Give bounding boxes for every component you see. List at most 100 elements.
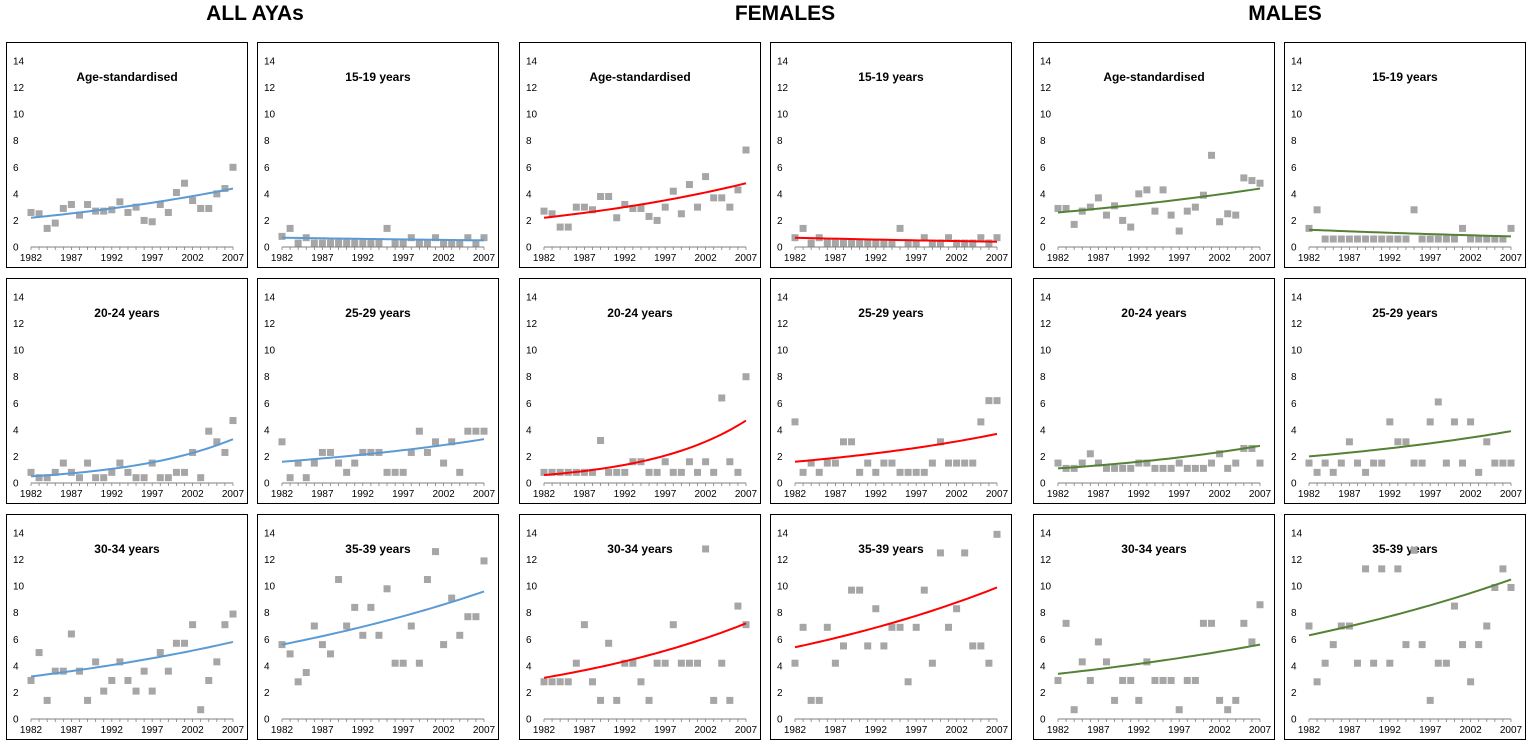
data-point <box>1345 235 1353 243</box>
data-point <box>1183 676 1191 684</box>
panel-title: 20-24 years <box>94 306 160 320</box>
data-point <box>423 576 431 583</box>
data-point <box>367 239 375 247</box>
y-tick-label: 0 <box>1291 243 1297 254</box>
x-tick-label: 1982 <box>1047 489 1070 500</box>
data-point <box>189 621 197 629</box>
y-tick-label: 6 <box>1040 399 1046 410</box>
data-point <box>928 459 936 467</box>
x-tick-label: 2002 <box>181 253 204 264</box>
y-tick-label: 4 <box>526 661 532 672</box>
data-point <box>1410 546 1418 554</box>
y-tick-label: 2 <box>1040 216 1046 227</box>
y-tick-label: 12 <box>777 319 789 330</box>
data-point <box>872 239 880 247</box>
y-tick-label: 12 <box>264 555 276 566</box>
data-point <box>326 448 334 456</box>
data-point <box>848 239 856 247</box>
chart-panel: 0 2 4 6 8 10 12 14 1982 1987 1992 1997 2002 2007 20-24… <box>519 278 761 504</box>
trend-line <box>1308 578 1512 637</box>
data-point <box>1111 202 1119 210</box>
data-point <box>375 239 383 247</box>
data-point <box>977 642 985 650</box>
data-point <box>1450 418 1458 426</box>
data-point <box>572 659 580 667</box>
x-tick-label: 1982 <box>1047 253 1070 264</box>
x-tick-label: 2002 <box>1459 725 1482 736</box>
data-point <box>1183 464 1191 472</box>
data-point <box>1102 464 1110 472</box>
data-point <box>1418 235 1426 243</box>
data-point <box>440 239 448 247</box>
data-point <box>912 468 920 476</box>
data-point <box>896 468 904 476</box>
panel-title: Age-standardised <box>76 70 177 84</box>
data-point <box>734 602 742 610</box>
x-tick-label: 1987 <box>60 725 83 736</box>
x-tick-label: 2007 <box>1249 489 1272 500</box>
data-point <box>432 234 440 242</box>
trend-line <box>1308 430 1512 458</box>
x-tick-label: 2002 <box>694 253 717 264</box>
y-tick-label: 8 <box>777 372 783 383</box>
data-point <box>1086 676 1094 684</box>
trend-line <box>543 419 747 477</box>
y-tick-label: 12 <box>1040 555 1052 566</box>
data-point <box>1483 438 1491 446</box>
data-point <box>1491 583 1499 591</box>
data-point <box>1370 659 1378 667</box>
data-point <box>637 678 645 686</box>
data-point <box>415 427 423 435</box>
y-tick-label: 10 <box>526 346 538 357</box>
x-tick-label: 1997 <box>392 725 415 736</box>
data-point <box>945 623 953 631</box>
data-point <box>27 208 35 216</box>
data-point <box>1102 658 1110 666</box>
data-point <box>326 650 334 658</box>
x-tick-label: 1982 <box>20 489 43 500</box>
data-point <box>856 239 864 247</box>
group-title-females: FEMALES <box>734 2 836 25</box>
x-tick-label: 1997 <box>654 253 677 264</box>
data-point <box>1337 459 1345 467</box>
data-point <box>556 223 564 231</box>
chart-svg: 0 2 4 6 8 10 12 14 1982 1987 1992 1997 2002 2007 35-39… <box>777 529 1009 737</box>
x-tick-label: 1992 <box>614 489 637 500</box>
data-point <box>92 658 100 666</box>
y-tick-label: 0 <box>1040 479 1046 490</box>
data-point <box>140 667 148 675</box>
data-point <box>985 239 993 247</box>
data-point <box>702 173 710 181</box>
data-point <box>1094 638 1102 646</box>
y-tick-label: 4 <box>526 189 532 200</box>
y-tick-label: 0 <box>1291 479 1297 490</box>
y-tick-label: 0 <box>526 243 532 254</box>
data-point <box>1167 676 1175 684</box>
data-point <box>464 613 472 621</box>
y-tick-label: 14 <box>1040 529 1052 540</box>
data-point <box>1329 641 1337 649</box>
data-point <box>597 436 605 444</box>
x-tick-label: 1992 <box>352 725 375 736</box>
data-point <box>856 586 864 594</box>
data-point <box>993 530 1001 538</box>
x-tick-label: 1997 <box>392 489 415 500</box>
y-tick-label: 8 <box>264 608 270 619</box>
y-tick-label: 2 <box>13 452 19 463</box>
data-point <box>164 474 172 482</box>
panel-title: 20-24 years <box>1121 306 1187 320</box>
data-point <box>1426 418 1434 426</box>
data-point <box>343 622 351 630</box>
chart-svg: 0 2 4 6 8 10 12 14 1982 1987 1992 1997 2002 2007 20-24… <box>13 293 245 501</box>
data-point <box>945 234 953 242</box>
y-tick-label: 6 <box>1040 635 1046 646</box>
x-tick-label: 1987 <box>573 725 596 736</box>
data-point <box>936 549 944 557</box>
x-tick-label: 1987 <box>1338 725 1361 736</box>
y-tick-label: 4 <box>13 425 19 436</box>
y-tick-label: 6 <box>526 635 532 646</box>
data-point <box>1135 190 1143 198</box>
y-tick-label: 12 <box>1040 319 1052 330</box>
data-point <box>1224 706 1232 714</box>
x-tick-label: 1982 <box>20 725 43 736</box>
